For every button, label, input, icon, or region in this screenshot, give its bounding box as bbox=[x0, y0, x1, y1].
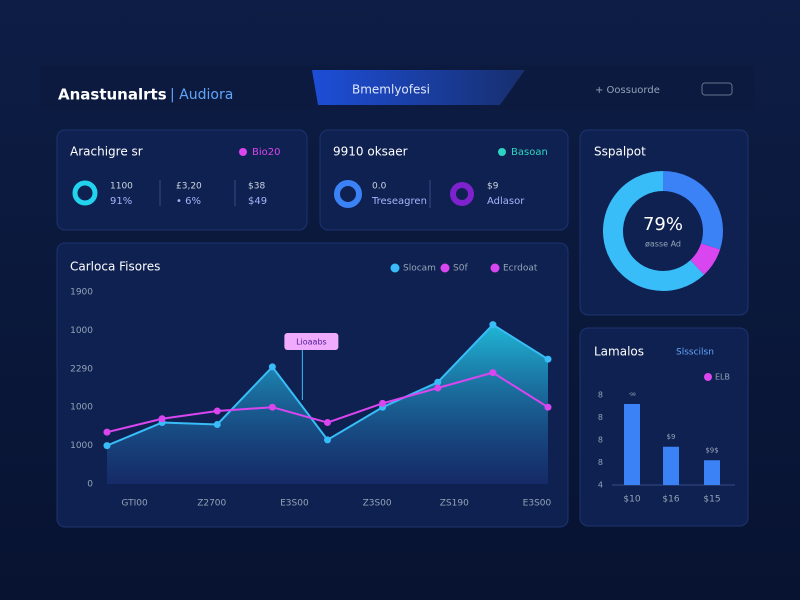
annotation: Lioaabs bbox=[296, 338, 327, 347]
icon bbox=[334, 180, 362, 208]
legend-dot bbox=[390, 263, 400, 273]
annotation-box bbox=[284, 333, 339, 350]
x-tick-label: ZS190 bbox=[440, 499, 469, 509]
stat-value: Treseagren bbox=[371, 196, 427, 207]
header-button[interactable] bbox=[701, 82, 733, 96]
tag-dot bbox=[498, 148, 506, 156]
stat-label: 0.0 bbox=[372, 182, 387, 192]
donut-sublabel: øasse Ad bbox=[645, 240, 681, 249]
bar bbox=[624, 404, 640, 485]
stat-value: 91% bbox=[110, 196, 132, 207]
stat-label: $38 bbox=[248, 182, 265, 192]
y-tick-label: 4 bbox=[598, 481, 603, 490]
bar-annotation: $9$ bbox=[705, 446, 718, 454]
y-tick-label: 2290 bbox=[70, 364, 93, 374]
card bbox=[319, 129, 569, 231]
point bbox=[544, 403, 552, 411]
legend-label: Slocam bbox=[403, 264, 436, 274]
y-tick-label: 8 bbox=[598, 436, 603, 445]
chart-title: Sspalpot bbox=[594, 145, 646, 159]
icon bbox=[456, 188, 468, 200]
legend-dot bbox=[704, 373, 712, 381]
point bbox=[489, 369, 497, 377]
area bbox=[107, 324, 548, 484]
icon bbox=[72, 180, 98, 206]
app-subtitle: | Audiora bbox=[170, 87, 233, 103]
app-title: Anastunalrts bbox=[58, 86, 167, 104]
donut-segment bbox=[662, 171, 723, 250]
stat-value: • 6% bbox=[176, 196, 201, 207]
point bbox=[103, 428, 111, 436]
stat-label: 1100 bbox=[110, 182, 133, 192]
point bbox=[103, 442, 111, 450]
nav-tab[interactable] bbox=[312, 70, 525, 105]
y-tick-label: 0 bbox=[87, 480, 93, 490]
chart-subtitle: Slsscilsn bbox=[676, 348, 714, 358]
card-title: 9910 oksaer bbox=[333, 145, 408, 159]
point bbox=[158, 415, 166, 423]
y-tick-label: 8 bbox=[598, 458, 603, 467]
bar bbox=[663, 446, 679, 485]
stat-value: Adlasor bbox=[487, 196, 525, 207]
y-tick-label: 1900 bbox=[70, 288, 93, 298]
card-tag: Bio20 bbox=[252, 147, 280, 158]
y-tick-label: 8 bbox=[598, 413, 603, 422]
card-tag: Basoan bbox=[511, 147, 548, 158]
bar-annotation: ᐧ₉₉ bbox=[628, 390, 636, 398]
stat-label: $9 bbox=[487, 182, 499, 192]
legend-dot bbox=[440, 263, 450, 273]
x-tick-label: $10 bbox=[623, 495, 640, 505]
chart-title: Carloca Fisores bbox=[70, 260, 160, 274]
card-title: Arachigre sr bbox=[70, 145, 143, 159]
point bbox=[434, 378, 442, 386]
x-tick-label: $16 bbox=[662, 495, 679, 505]
legend-label: ELB bbox=[715, 373, 730, 382]
tag-dot bbox=[239, 148, 247, 156]
donut-segment bbox=[603, 171, 705, 291]
stat-value: $49 bbox=[248, 196, 267, 207]
legend-label: S0f bbox=[453, 264, 468, 274]
x-tick-label: GTI00 bbox=[121, 499, 148, 509]
x-tick-label: E3S00 bbox=[280, 499, 309, 509]
donut-center: 79% bbox=[643, 214, 683, 235]
point bbox=[324, 419, 331, 427]
point bbox=[213, 407, 221, 415]
point bbox=[379, 399, 387, 407]
point bbox=[324, 436, 331, 444]
legend-dot bbox=[490, 263, 500, 273]
point bbox=[268, 363, 276, 371]
point bbox=[213, 420, 221, 428]
point bbox=[544, 355, 552, 363]
y-tick-label: 1000 bbox=[70, 403, 93, 413]
chart-title: Lamalos bbox=[594, 345, 644, 359]
donut-segment bbox=[690, 242, 721, 275]
header-action[interactable]: + Oossuorde bbox=[595, 85, 660, 96]
bar-annotation: $9 bbox=[667, 433, 676, 441]
legend-label: Ecrdoat bbox=[503, 264, 538, 274]
x-tick-label: E3S00 bbox=[523, 499, 552, 509]
x-tick-label: $15 bbox=[703, 495, 720, 505]
point bbox=[268, 403, 276, 411]
bar bbox=[704, 460, 720, 485]
y-tick-label: 1000 bbox=[70, 326, 93, 336]
y-tick-label: 8 bbox=[598, 391, 603, 400]
y-tick-label: 1000 bbox=[70, 441, 93, 451]
stat-label: £3,20 bbox=[176, 182, 202, 192]
nav-label[interactable]: Bmemlyofesi bbox=[352, 83, 430, 97]
x-tick-label: Z2700 bbox=[197, 499, 226, 509]
point bbox=[434, 384, 442, 392]
point bbox=[489, 321, 497, 329]
x-tick-label: Z3S00 bbox=[363, 499, 392, 509]
